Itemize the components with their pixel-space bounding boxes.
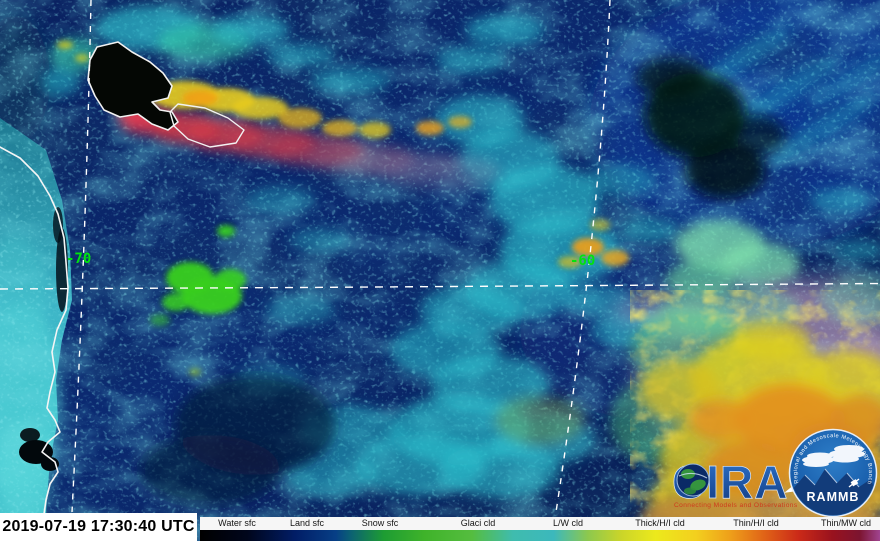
rammb-mountains-icon — [791, 469, 875, 515]
rammb-clouds-icon — [802, 445, 865, 467]
coastal-bay-dark2 — [41, 457, 59, 471]
lake-musters-outline — [87, 41, 179, 131]
cyan-cloud-masses — [40, 6, 880, 498]
parallel-line — [0, 282, 880, 290]
legend-label-thin-hi-cld: Thin/H/I cld — [733, 518, 779, 528]
green-snow-patches — [150, 225, 246, 376]
rammb-artwork — [791, 445, 875, 515]
rammb-logo: Regional and Mesoscale Meteorology Branc… — [788, 428, 878, 518]
coastal-bay-dark — [19, 440, 53, 464]
legend-label-thin-mw-cld: Thin/MW cld — [820, 518, 872, 528]
cira-tagline: Connecting Models and Observations — [674, 502, 798, 509]
meridian-line-60w — [555, 0, 611, 513]
classification-legend: Water sfc Land sfc Snow sfc Glaci cld L/… — [200, 517, 880, 541]
lake-outlines — [87, 41, 245, 148]
legend-label-lw-cld: L/W cld — [552, 518, 584, 528]
legend-label-water-sfc: Water sfc — [218, 518, 256, 528]
grid-label-70w: -70 — [66, 251, 91, 267]
rammb-satellite-icon — [848, 478, 860, 488]
timestamp-bar: 2019-07-19 17:30:40 UTC — [0, 513, 197, 541]
legend-label-snow-sfc: Snow sfc — [361, 518, 399, 528]
coastline-overlay — [0, 146, 69, 515]
timestamp-text: 2019-07-19 17:30:40 UTC — [2, 518, 195, 535]
rammb-wordmark: RAMMB — [807, 490, 860, 504]
legend-label-thick-hi-cld: Thick/H/I cld — [635, 518, 685, 528]
dry-lakebed-outline — [169, 103, 245, 148]
storm-cloud-mass — [610, 275, 880, 541]
coastline-path — [0, 146, 69, 515]
dark-terrain-patches — [140, 58, 785, 505]
cira-logo: CIRA Connecting Models and Observations — [672, 456, 806, 509]
legend-label-row: Water sfc Land sfc Snow sfc Glaci cld L/… — [200, 517, 880, 530]
legend-label-land-sfc: Land sfc — [289, 518, 325, 528]
latlon-grid: -70 -60 — [0, 0, 880, 513]
coastal-bay-dark3 — [20, 428, 40, 442]
cira-globe-icon — [676, 463, 710, 497]
legend-label-glaci-cld: Glaci cld — [460, 518, 496, 528]
nearshore-dark-strip2 — [53, 207, 63, 243]
grid-label-60w: -60 — [570, 253, 595, 269]
legend-gradient-bar — [200, 530, 880, 541]
